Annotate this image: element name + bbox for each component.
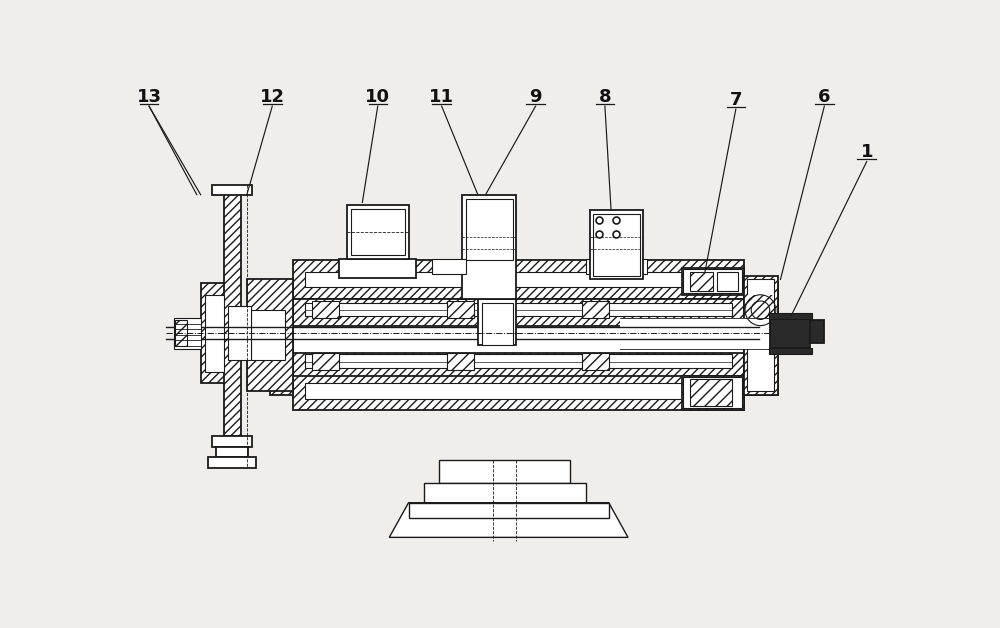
- Bar: [270, 283, 293, 395]
- Bar: [208, 457, 256, 468]
- Bar: [682, 268, 744, 295]
- Bar: [682, 376, 744, 410]
- Bar: [747, 279, 774, 391]
- Bar: [478, 299, 516, 345]
- Bar: [690, 272, 713, 291]
- Bar: [212, 436, 252, 447]
- Bar: [305, 383, 732, 399]
- Bar: [582, 301, 609, 318]
- Bar: [212, 185, 252, 195]
- Bar: [424, 484, 586, 502]
- Bar: [447, 352, 474, 369]
- Text: 9: 9: [529, 88, 542, 106]
- Bar: [224, 189, 241, 436]
- Bar: [747, 295, 774, 325]
- Bar: [351, 208, 405, 255]
- Bar: [228, 306, 251, 360]
- Bar: [683, 269, 742, 293]
- Bar: [586, 259, 647, 274]
- Text: 13: 13: [137, 88, 162, 106]
- Bar: [770, 316, 810, 348]
- Text: 12: 12: [260, 88, 285, 106]
- Bar: [312, 301, 339, 318]
- Bar: [293, 372, 744, 410]
- Bar: [683, 377, 742, 408]
- Text: 7: 7: [730, 91, 742, 109]
- Bar: [201, 283, 228, 383]
- Bar: [305, 354, 732, 368]
- Bar: [293, 299, 744, 325]
- Bar: [590, 210, 643, 279]
- Bar: [339, 259, 416, 278]
- Bar: [482, 303, 512, 345]
- Bar: [347, 205, 409, 259]
- Bar: [769, 313, 812, 318]
- Bar: [717, 272, 738, 291]
- Polygon shape: [389, 502, 628, 538]
- Bar: [305, 303, 732, 317]
- Text: 6: 6: [818, 88, 831, 106]
- Bar: [810, 320, 824, 344]
- Bar: [293, 325, 744, 352]
- Bar: [593, 214, 640, 276]
- Bar: [769, 348, 812, 354]
- Text: 10: 10: [365, 88, 390, 106]
- Bar: [744, 276, 778, 395]
- Bar: [293, 352, 744, 376]
- Bar: [582, 352, 609, 369]
- Text: 8: 8: [599, 88, 611, 106]
- Bar: [620, 318, 770, 349]
- Bar: [174, 318, 201, 349]
- Bar: [409, 502, 609, 518]
- Bar: [305, 272, 732, 287]
- Text: 1: 1: [860, 143, 873, 161]
- Bar: [251, 310, 285, 360]
- Bar: [432, 259, 466, 274]
- Bar: [447, 301, 474, 318]
- Bar: [205, 295, 224, 372]
- Bar: [247, 279, 293, 391]
- Bar: [293, 260, 744, 299]
- Bar: [175, 320, 187, 345]
- Bar: [462, 195, 516, 299]
- Bar: [312, 352, 339, 369]
- Bar: [466, 198, 512, 260]
- Bar: [216, 447, 248, 457]
- Text: 11: 11: [429, 88, 454, 106]
- Bar: [690, 379, 732, 406]
- Bar: [744, 283, 778, 395]
- Bar: [439, 460, 570, 484]
